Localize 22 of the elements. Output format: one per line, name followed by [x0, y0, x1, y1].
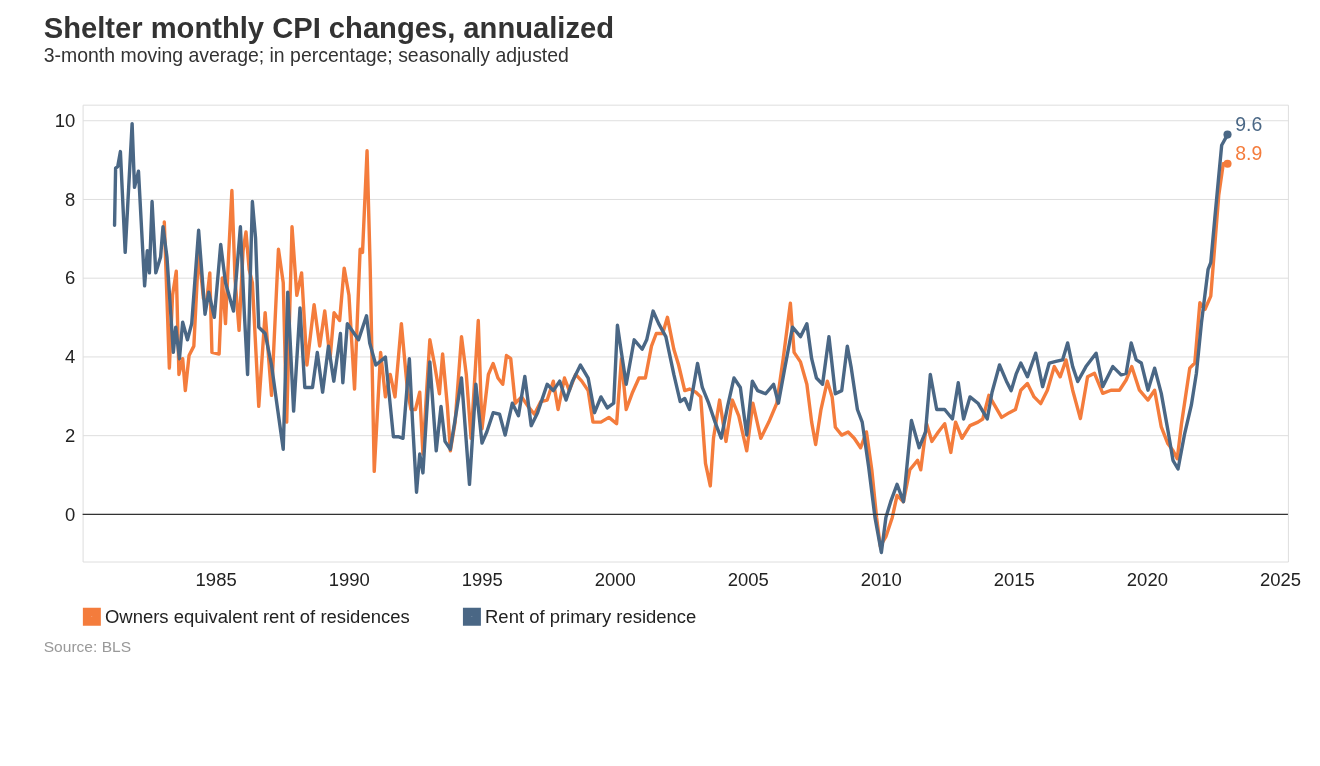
y-tick-label: 8 — [65, 188, 76, 210]
x-tick-label: 1990 — [328, 569, 370, 591]
y-tick-label: 6 — [65, 267, 76, 289]
chart-title: Shelter monthly CPI changes, annualized — [43, 11, 615, 44]
annotation: 8.9 — [1235, 141, 1263, 164]
y-tick-label: 4 — [65, 346, 76, 368]
chart-subtitle: 3-month moving average; in percentage; seasonally adjusted — [43, 43, 569, 66]
y-tick-label: 2 — [65, 424, 76, 446]
y-tick-label: 0 — [65, 503, 76, 525]
x-tick-label: 2010 — [860, 569, 902, 591]
x-tick-label: 2015 — [993, 569, 1035, 591]
x-tick-label: 2000 — [594, 569, 636, 591]
x-tick-label: 1985 — [195, 569, 237, 591]
legend-label: Owners equivalent rent of residences — [104, 605, 410, 627]
annotation: 9.6 — [1235, 112, 1263, 135]
source-note: Source: BLS — [43, 637, 132, 655]
x-tick-label: 2025 — [1259, 569, 1301, 591]
x-tick-label: 2020 — [1126, 569, 1168, 591]
x-tick-label: 2005 — [727, 569, 769, 591]
y-tick-label: 10 — [54, 109, 76, 131]
x-tick-label: 1995 — [461, 569, 503, 591]
legend-label: Rent of primary residence — [485, 605, 697, 627]
